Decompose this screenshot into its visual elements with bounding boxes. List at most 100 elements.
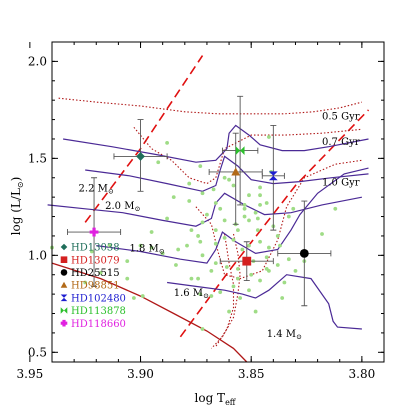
legend-marker-HD98851 [60,281,68,288]
background-star [255,228,260,233]
background-star [242,206,247,211]
x-tick-label: 3.85 [238,367,265,381]
background-star [200,253,205,258]
background-star [131,296,136,300]
background-star [282,280,287,285]
plot-border [51,41,385,363]
background-star [253,309,258,314]
star-marker-HD118660 [89,227,99,237]
legend-marker-HD113878 [60,307,68,314]
legend-marker-HD118660 [60,319,68,327]
background-star [238,296,243,300]
background-star [200,327,205,331]
track-label: 2.0 M⊙ [105,201,140,213]
background-star [291,206,296,211]
background-star [286,257,291,262]
target-stars [67,95,332,307]
star-marker-HD102480 [268,171,278,181]
background-star [222,175,227,180]
background-star [140,294,145,298]
background-star [98,270,103,275]
background-star [231,284,236,289]
curve-labels: 2.2 M⊙ 2.0 M⊙ 1.8 M⊙ 1.6 M⊙ 1.4 M⊙ 0.5 Gyr 0.7… [79,112,360,341]
background-star [236,228,240,233]
background-star [209,294,214,298]
y-tick-label: 1.5 [28,151,47,165]
background-star [156,160,161,165]
legend-marker-HD13079 [60,256,68,263]
x-tick-label: 3.95 [17,367,44,381]
background-star [275,234,280,238]
background-star [320,232,324,236]
background-star [211,187,216,192]
isochrone-label: 0.7 Gyr [322,137,360,148]
y-tick-label: 2.0 [28,54,47,68]
star-marker-HD113878 [235,146,245,156]
y-tick-label: 1.0 [28,248,47,262]
legend-marker-HD13038 [60,243,68,251]
background-star [231,237,236,242]
track-label: 1.4 M⊙ [267,329,302,341]
y-tick-label: 0.5 [28,345,47,359]
legend-label-HD98851: HD98851 [71,281,120,292]
background-star [171,195,176,200]
background-star [218,206,223,211]
legend-marker-HD25515 [60,269,68,276]
background-star [247,218,251,223]
legend-label-HD118660: HD118660 [71,319,126,330]
background-star [227,309,231,314]
background-stars [50,135,338,331]
background-star [236,276,240,281]
background-star [236,267,240,271]
background-star [209,268,214,273]
background-star [213,261,218,265]
background-star [125,259,130,264]
background-star [247,288,251,293]
background-star [247,193,251,198]
star-marker-HD98851 [231,167,241,176]
star-marker-HD13079 [242,256,252,266]
track-4 [167,274,362,330]
track-3 [96,167,369,264]
background-star [138,243,143,248]
background-star [83,280,88,285]
background-star [231,183,236,188]
background-star [224,265,229,269]
background-star [198,292,203,297]
y-axis-label: log (L/L⊙) [9,177,25,236]
legend-label-HD13079: HD13079 [71,255,120,266]
zams-curve [51,262,248,363]
background-star [258,203,262,207]
background-star [264,201,269,205]
background-star [255,216,260,221]
isochrone-4 [215,233,235,347]
background-star [205,212,209,217]
background-star [258,193,262,198]
background-star [264,267,269,271]
strip-edge-1 [179,109,370,338]
background-star [165,216,169,221]
background-star [165,140,169,145]
legend-label-HD25515: HD25515 [71,268,120,279]
background-star [242,214,247,219]
background-star [258,239,262,244]
star-marker-HD25515 [299,248,309,258]
background-star [249,272,254,277]
background-star [333,206,338,211]
background-star [242,203,247,207]
background-star [149,230,154,234]
background-star [247,243,251,248]
track-label: 1.8 M⊙ [129,243,164,255]
background-star [258,278,262,283]
legend-label-HD113878: HD113878 [71,306,126,317]
background-star [200,220,205,225]
x-tick-label: 3.80 [349,367,376,381]
background-star [213,241,218,246]
x-tick-label: 3.90 [127,367,154,381]
background-star [187,199,192,203]
background-star [174,263,178,267]
isochrone-0 [58,97,363,115]
background-star [213,201,218,205]
background-star [107,243,112,248]
